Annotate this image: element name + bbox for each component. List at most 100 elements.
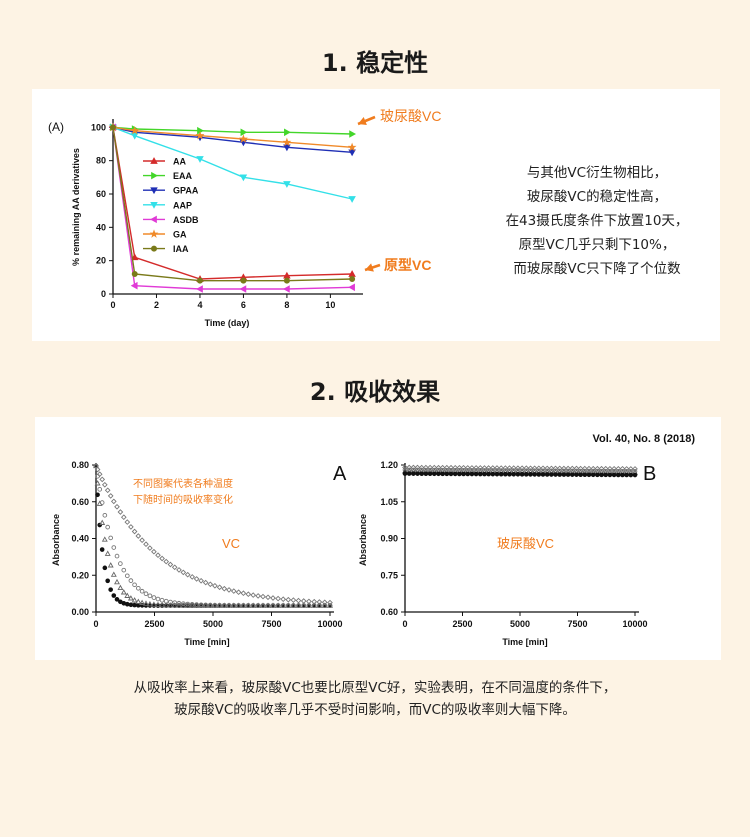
chartA-data-point xyxy=(194,602,199,607)
chartB-data-point xyxy=(595,472,600,478)
data-point-gpaa xyxy=(348,149,356,157)
chartA-data-point xyxy=(184,571,191,578)
chartB-data-point xyxy=(532,472,537,477)
series-line-aa xyxy=(112,127,353,280)
section-title-absorption: 2. 吸收效果 xyxy=(309,378,441,406)
chartA-data-point xyxy=(172,600,178,606)
chartB-data-point xyxy=(540,472,546,477)
chartA-data-point xyxy=(102,565,108,571)
chartA-data-point xyxy=(163,602,170,608)
bottom-annotation-arrow-head xyxy=(365,263,374,272)
chartB-data-point xyxy=(486,471,491,477)
chartB-data-point xyxy=(511,471,517,477)
series-line-asdb xyxy=(112,127,353,290)
chartA-data-point xyxy=(245,603,251,608)
stability-chart: (A) % remaining AA derivatives Time (day… xyxy=(48,108,441,328)
chartB-data-point xyxy=(415,471,420,476)
chartA-data-point xyxy=(180,569,187,576)
chartB-data-point xyxy=(431,471,437,477)
chartA-data-point xyxy=(93,463,99,469)
chartA-data-point xyxy=(231,603,237,608)
chartB-data-point xyxy=(528,472,533,477)
legend-marker-aap xyxy=(150,201,158,209)
chartA-data-point xyxy=(121,567,127,573)
description-line: 与其他VC衍生物相比， xyxy=(526,165,668,181)
data-point-asdb xyxy=(130,281,138,290)
chartA-data-point xyxy=(124,592,131,598)
chartA-data-point xyxy=(120,514,127,521)
legend-marker-asdb xyxy=(150,215,157,224)
chartA-data-point xyxy=(250,592,257,598)
chartB-data-point xyxy=(620,472,625,478)
chartB-data-point xyxy=(586,472,592,478)
chartA-data-point xyxy=(105,524,111,530)
chartB-data-point xyxy=(423,471,429,477)
chartA-data-point xyxy=(139,537,145,544)
series-line-eaa xyxy=(112,126,353,135)
chart1-y-tick-label: 100 xyxy=(91,122,106,132)
chartA-data-point xyxy=(265,594,271,601)
legend-label-iaa: IAA xyxy=(173,244,189,254)
chartB-data-point xyxy=(549,472,554,477)
chartA-data-point xyxy=(321,599,328,606)
chartB-data-point xyxy=(557,472,563,477)
chartA-x-tick-label: 10000 xyxy=(317,619,342,629)
chartA-data-point xyxy=(185,601,191,607)
chartB-data-point xyxy=(553,472,558,477)
chart1-x-tick-label: 0 xyxy=(110,300,115,310)
chartA-data-point xyxy=(107,493,114,499)
chart1-y-tick-label: 40 xyxy=(96,222,106,232)
chartA-data-point xyxy=(99,547,105,552)
chartA-data-point xyxy=(96,500,103,506)
chartA-data-point xyxy=(124,601,130,607)
chartA-data-point xyxy=(135,533,142,539)
chartA-data-point xyxy=(163,558,170,565)
data-point-aap xyxy=(348,196,356,203)
legend-marker-aa xyxy=(150,157,158,164)
chartA-data-point xyxy=(135,598,142,604)
series-line-ga xyxy=(112,126,353,148)
chartA-data-point xyxy=(270,595,276,601)
chart1-y-tick-label: 60 xyxy=(96,189,106,199)
chartA-data-point xyxy=(221,603,227,608)
chartA-y-tick-label: 0.80 xyxy=(71,460,89,470)
data-point-iaa xyxy=(109,124,116,131)
chartA-data-point xyxy=(111,545,117,550)
chartA-data-point xyxy=(114,553,120,559)
chartB-x-tick-label: 5000 xyxy=(510,619,530,629)
absorption-card: Vol. 40, No. 8 (2018) A B 不同图案代表各种温度 下随时… xyxy=(35,417,721,660)
chartB-data-point xyxy=(490,471,496,477)
chart1-y-tick-label: 0 xyxy=(101,289,106,299)
absorption-summary: 从吸收率上来看，玻尿酸VC也要比原型VC好，实验表明，在不同温度的条件下， 玻尿酸… xyxy=(0,677,750,721)
chartA-data-point xyxy=(132,582,137,588)
chartB-xlabel: Time [min] xyxy=(502,637,547,647)
chartA-data-point xyxy=(118,561,123,566)
chartA-x-tick-label: 2500 xyxy=(144,619,164,629)
chartA-data-point xyxy=(131,597,138,603)
data-point-ga xyxy=(347,142,357,152)
chartB-data-point xyxy=(515,471,521,477)
legend-label-aap: AAP xyxy=(173,200,192,210)
chartA-data-point xyxy=(203,602,209,608)
chartB-data-point xyxy=(494,471,500,477)
journal-reference: Vol. 40, No. 8 (2018) xyxy=(592,433,695,445)
chartA-ylabel: Absorbance xyxy=(51,514,61,566)
description-line: 在43摄氏度条件下放置10天， xyxy=(505,213,689,229)
chartB-data-point xyxy=(427,471,433,477)
description-line: 玻尿酸VC的稳定性高， xyxy=(526,189,668,205)
chartA-data-point xyxy=(110,571,117,577)
chartB-data-point xyxy=(411,471,416,476)
chartA-data-point xyxy=(159,555,165,562)
data-point-aap xyxy=(239,174,248,182)
data-point-asdb xyxy=(239,285,247,293)
chartA-data-point xyxy=(139,588,145,594)
chartA-data-point xyxy=(189,602,195,607)
chartA-data-point xyxy=(110,498,117,505)
chartA-data-point xyxy=(300,598,307,604)
data-point-iaa xyxy=(196,277,203,284)
chartA-data-point xyxy=(94,466,101,473)
chartB-y-tick-label: 1.05 xyxy=(380,497,398,507)
chartA-data-point xyxy=(128,578,134,583)
chartA-data-point xyxy=(99,519,106,525)
chartA-data-point xyxy=(245,591,252,598)
